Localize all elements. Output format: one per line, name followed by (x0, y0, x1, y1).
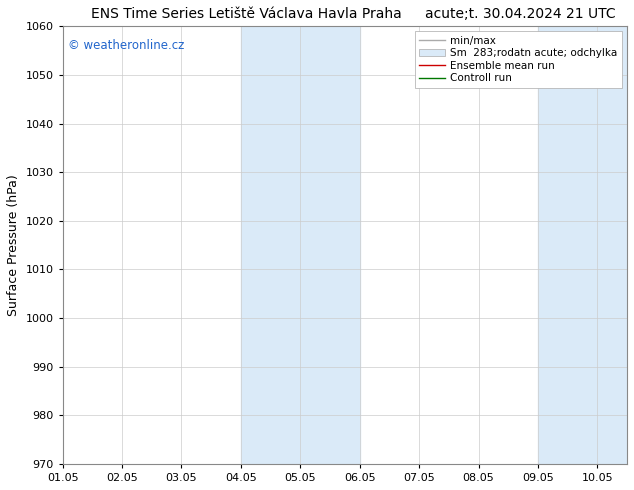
Bar (241, 26, 359, 464)
Y-axis label: Surface Pressure (hPa): Surface Pressure (hPa) (7, 174, 20, 316)
Text: ENS Time Series Letiště Václava Havla Praha: ENS Time Series Letiště Václava Havla Pr… (91, 7, 401, 21)
Bar (538, 26, 627, 464)
Text: © weatheronline.cz: © weatheronline.cz (68, 39, 184, 52)
Text: acute;t. 30.04.2024 21 UTC: acute;t. 30.04.2024 21 UTC (425, 7, 616, 21)
Legend: min/max, Sm  283;rodatn acute; odchylka, Ensemble mean run, Controll run: min/max, Sm 283;rodatn acute; odchylka, … (415, 31, 622, 88)
